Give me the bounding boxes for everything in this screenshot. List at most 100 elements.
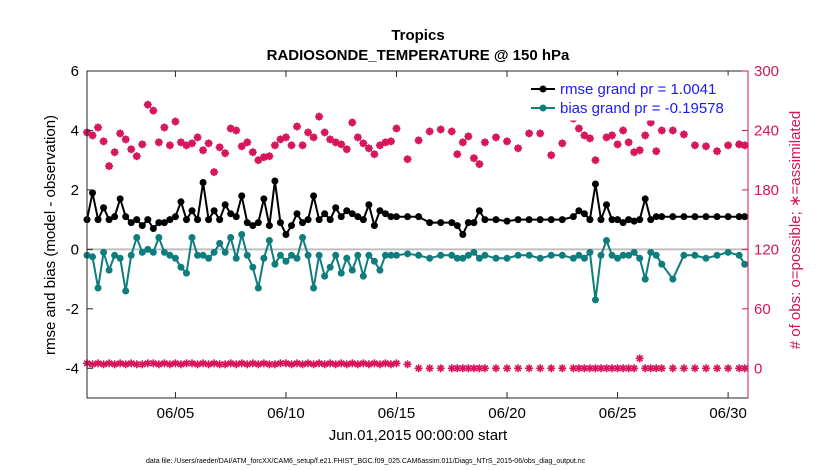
bias-point (387, 251, 395, 259)
bias-point (127, 251, 135, 259)
obs-assimilated-point (287, 360, 296, 369)
legend-box (526, 75, 746, 121)
bias-point (89, 253, 97, 261)
rmse-point (503, 217, 511, 225)
rmse-point (514, 216, 522, 224)
rmse-point (630, 217, 638, 225)
obs-assimilated-point (464, 132, 473, 141)
obs-assimilated-point (138, 140, 147, 149)
bias-point (227, 233, 235, 241)
rmse-point (597, 216, 605, 224)
obs-assimilated-point (353, 133, 362, 142)
bias-point (652, 251, 660, 259)
obs-assimilated-point (94, 359, 103, 368)
rmse-point (171, 213, 179, 221)
bias-point (304, 251, 312, 259)
bias-point (122, 287, 130, 295)
obs-assimilated-point (414, 136, 423, 145)
rmse-point (481, 216, 489, 224)
obs-assimilated-point (315, 359, 324, 368)
obs-assimilated-point (574, 364, 583, 373)
obs-assimilated-point (464, 364, 473, 373)
bias-point (293, 254, 301, 262)
obs-assimilated-point (425, 127, 434, 136)
rmse-point (365, 201, 373, 209)
obs-assimilated-point (453, 150, 462, 159)
bias-point (691, 251, 699, 259)
obs-assimilated-point (215, 360, 224, 369)
bias-point (116, 254, 124, 262)
x-axis-label: Jun.01,2015 00:00:00 start (329, 427, 508, 444)
rmse-point (182, 216, 190, 224)
bias-point (630, 248, 638, 256)
x-tick-label: 06/10 (267, 405, 305, 422)
obs-assimilated-point (171, 359, 180, 368)
bias-point (171, 254, 179, 262)
obs-assimilated-point (132, 360, 141, 369)
rmse-point (376, 207, 384, 215)
obs-assimilated-point (679, 364, 688, 373)
bias-point (138, 248, 146, 256)
rmse-point (160, 219, 168, 227)
rmse-point (105, 216, 113, 224)
obs-assimilated-point (525, 129, 534, 138)
bias-point (724, 248, 732, 256)
rmse-point (254, 219, 262, 227)
rmse-point (127, 219, 135, 227)
obs-assimilated-point (176, 360, 185, 369)
bias-point (470, 248, 478, 256)
obs-assimilated-point (243, 138, 252, 147)
obs-assimilated-point (149, 106, 158, 115)
obs-assimilated-point (88, 360, 97, 369)
obs-assimilated-point (447, 364, 456, 373)
bias-point (111, 251, 119, 259)
obs-assimilated-point (436, 125, 445, 134)
bias-point (547, 251, 555, 259)
obs-assimilated-point (215, 143, 224, 152)
rmse-point (392, 213, 400, 221)
bias-point (260, 254, 268, 262)
rmse-point (265, 222, 273, 230)
obs-assimilated-point (547, 151, 556, 160)
bias-point (370, 257, 378, 265)
y-right-tick-label: 300 (754, 63, 779, 80)
obs-assimilated-point (154, 360, 163, 369)
rmse-point (260, 195, 268, 203)
y-axis-label-right: # of obs: o=possible; ∗=assimilated (787, 111, 804, 350)
obs-assimilated-point (337, 140, 346, 149)
obs-assimilated-point (713, 364, 722, 373)
obs-assimilated-point (326, 135, 335, 144)
bias-point (221, 248, 229, 256)
rmse-point (304, 216, 312, 224)
obs-assimilated-point (188, 139, 197, 148)
y-axis-left: -4 -2 0 2 4 6 (66, 63, 93, 377)
y-right-tick-label: 240 (754, 122, 779, 139)
bias-point (475, 254, 483, 262)
bias-point (525, 251, 533, 259)
x-tick-label: 06/20 (488, 405, 526, 422)
obs-assimilated-point (375, 141, 384, 150)
bias-point (741, 260, 749, 268)
rmse-point (580, 210, 588, 218)
y-tick-label: 6 (71, 63, 79, 80)
bias-point (188, 233, 196, 241)
obs-assimilated-point (259, 359, 268, 368)
bias-point (658, 260, 666, 268)
bias-point (597, 251, 605, 259)
bias-point (276, 251, 284, 259)
bias-point (426, 254, 434, 262)
obs-assimilated-point (149, 359, 158, 368)
rmse-point (713, 213, 721, 221)
legend: rmse grand pr = 1.0041 bias grand pr = -… (526, 75, 746, 121)
rmse-point (337, 213, 345, 221)
rmse-point (271, 177, 279, 185)
obs-assimilated-point (414, 364, 423, 373)
obs-assimilated-point (160, 123, 169, 132)
obs-assimilated-point (105, 359, 114, 368)
rmse-point (343, 207, 351, 215)
obs-assimilated-point (602, 364, 611, 373)
bias-point (586, 248, 594, 256)
obs-assimilated-point (359, 359, 368, 368)
rmse-point (591, 180, 599, 188)
